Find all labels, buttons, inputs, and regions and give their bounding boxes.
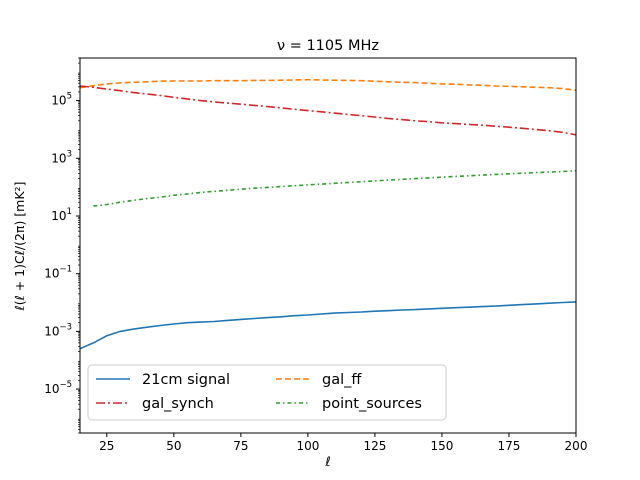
x-tick-label: 175 [498, 439, 521, 453]
y-tick-label: 101 [51, 207, 72, 223]
legend-entry-gal_synch: gal_synch [96, 396, 214, 412]
series-point_sources [93, 170, 577, 207]
legend: 21cm signal gal_ff gal_synch point_sources [87, 364, 447, 421]
y-tick-label: 10−1 [44, 265, 72, 281]
y-axis-label: ℓ(ℓ + 1)Cℓ/(2π) [mK²] [12, 182, 27, 312]
legend-box [87, 364, 447, 421]
x-tick-label: 75 [233, 439, 248, 453]
legend-items: 21cm signal gal_ff gal_synch point_sources [96, 372, 422, 412]
y-tick-label: 103 [51, 149, 72, 165]
plot-frame [79, 57, 577, 434]
chart-title: ν = 1105 MHz [277, 38, 379, 54]
x-tick-label: 125 [363, 439, 386, 453]
legend-label: 21cm signal [142, 372, 230, 388]
x-axis-ticks: 25 50 75 100 125 150 175 200 [99, 433, 587, 453]
x-tick-label: 200 [565, 439, 588, 453]
series-gal_ff [79, 78, 577, 91]
series-21cm signal [79, 301, 577, 350]
series-gal_synch [79, 85, 577, 136]
y-tick-label: 10−3 [44, 322, 72, 338]
x-axis-label: ℓ [324, 455, 330, 470]
x-tick-label: 25 [99, 439, 114, 453]
x-tick-label: 100 [296, 439, 319, 453]
y-tick-label: 105 [51, 92, 72, 108]
legend-label: point_sources [322, 396, 422, 412]
legend-entry-point_sources: point_sources [276, 396, 422, 412]
series-line-gal_ff [79, 78, 577, 91]
x-tick-label: 150 [430, 439, 453, 453]
legend-label: gal_ff [322, 372, 362, 388]
legend-entry-21cm signal: 21cm signal [96, 372, 230, 388]
x-tick-label: 50 [166, 439, 181, 453]
series-line-21cm signal [79, 301, 577, 350]
series-line-gal_synch [79, 85, 577, 136]
y-tick-label: 10−5 [44, 380, 72, 396]
legend-label: gal_synch [142, 396, 214, 412]
legend-entry-gal_ff: gal_ff [276, 372, 362, 388]
series-layer [79, 78, 577, 350]
